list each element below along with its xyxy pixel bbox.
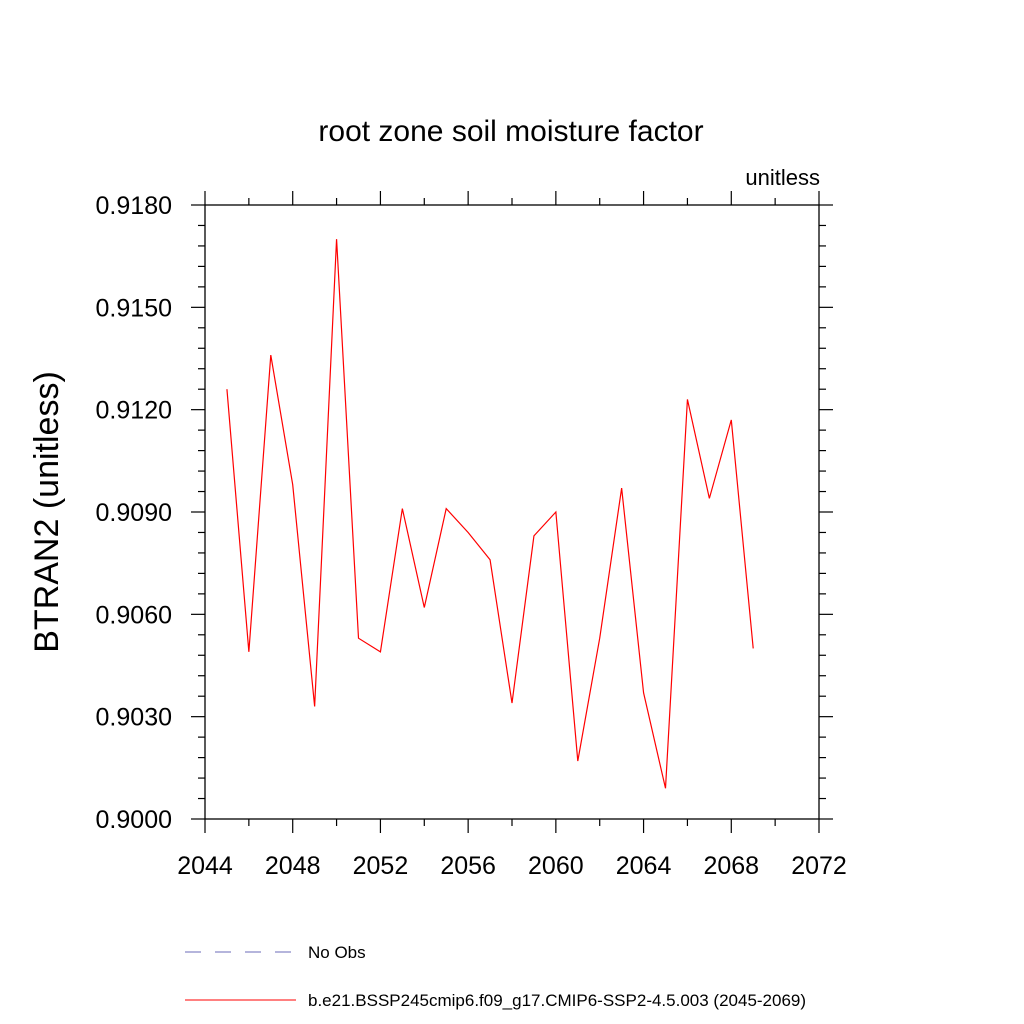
y-tick-label: 0.9090: [96, 499, 172, 527]
x-tick-label: 2052: [353, 852, 409, 880]
plot-frame: [204, 204, 820, 820]
legend-label: b.e21.BSSP245cmip6.f09_g17.CMIP6-SSP2-4.…: [308, 991, 806, 1010]
plot-series: [226, 239, 754, 789]
x-tick-label: 2044: [177, 852, 233, 880]
y-tick-label: 0.9150: [96, 294, 172, 322]
x-tick-label: 2072: [791, 852, 847, 880]
axis-ticks: [191, 191, 833, 833]
chart-title: root zone soil moisture factor: [318, 115, 703, 148]
x-tick-label: 2060: [528, 852, 584, 880]
x-tick-label: 2068: [703, 852, 759, 880]
units-label: unitless: [745, 165, 820, 190]
legend: No Obs b.e21.BSSP245cmip6.f09_g17.CMIP6-S…: [185, 943, 806, 1010]
y-tick-label: 0.9180: [96, 192, 172, 220]
y-tick-label: 0.9000: [96, 806, 172, 834]
series-line: [226, 239, 754, 789]
y-tick-labels: 0.9000 0.9030 0.9060 0.9090 0.9120 0.9150 0.91…: [96, 192, 172, 834]
x-tick-label: 2056: [440, 852, 496, 880]
y-axis-label: BTRAN2 (unitless): [28, 371, 66, 653]
y-tick-label: 0.9060: [96, 601, 172, 629]
legend-label: No Obs: [308, 943, 366, 962]
x-tick-label: 2064: [616, 852, 672, 880]
x-tick-label: 2048: [265, 852, 321, 880]
y-tick-label: 0.9030: [96, 704, 172, 732]
y-tick-label: 0.9120: [96, 397, 172, 425]
x-tick-labels: 2044 2048 2052 2056 2060 2064 2068 2072: [177, 852, 847, 880]
